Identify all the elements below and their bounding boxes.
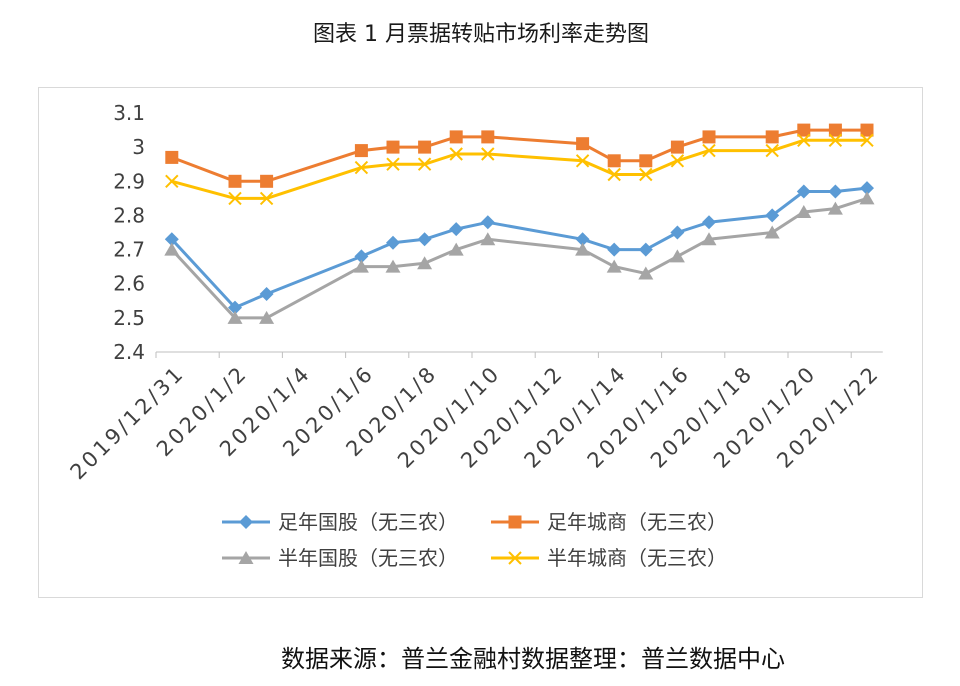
y-tick-label: 2.7	[113, 238, 145, 262]
legend-marker	[508, 515, 522, 529]
series-1-point	[449, 222, 464, 237]
series-1-point	[860, 181, 874, 196]
chart-title: 图表 1 月票据转贴市场利率走势图	[313, 22, 649, 47]
series-1-point	[828, 184, 843, 199]
series-2-point	[765, 130, 779, 144]
legend-item: 半年城商（无三农）	[491, 546, 727, 570]
series-1-point	[796, 184, 811, 199]
series-4-point	[765, 143, 779, 158]
y-tick-label: 3	[132, 135, 145, 159]
series-4-point	[228, 191, 242, 206]
series-2-point	[354, 144, 368, 158]
legend-label: 半年国股（无三农）	[278, 546, 458, 570]
series-3-point	[606, 259, 622, 273]
legend-marker	[508, 551, 522, 565]
series-1-point	[638, 242, 653, 257]
series-1-point	[386, 235, 400, 250]
series-4-point	[670, 154, 685, 168]
series-3-point	[164, 242, 180, 256]
series-2-point	[449, 130, 463, 144]
series-4-point	[860, 133, 874, 148]
series-2-point	[607, 154, 621, 168]
source-note: 数据来源：普兰金融村数据整理：普兰数据中心	[281, 645, 785, 673]
series-1-point	[259, 287, 274, 301]
y-tick-label: 2.6	[113, 272, 145, 296]
series-2-point	[418, 140, 432, 154]
series-2-point	[576, 137, 590, 151]
series-2-point	[228, 174, 242, 188]
series-3-point	[701, 232, 717, 246]
legend-label: 足年国股（无三农）	[278, 510, 458, 534]
series-1-point	[670, 225, 685, 240]
legend-label: 足年城商（无三农）	[547, 510, 727, 534]
series-2-point	[828, 123, 842, 137]
series-3-point	[638, 266, 654, 280]
series-1-point	[765, 208, 780, 223]
legend-item: 足年国股（无三农）	[222, 510, 458, 534]
series-3-point	[417, 256, 433, 270]
series-2-point	[165, 150, 179, 164]
series-2-point	[860, 123, 874, 137]
series-2-point	[481, 130, 495, 144]
series-1-point	[164, 232, 179, 247]
series-3	[164, 191, 875, 324]
series-4-point	[165, 174, 179, 189]
series-3-point	[385, 259, 401, 273]
series-1-point	[607, 242, 622, 257]
plot-series	[164, 123, 875, 324]
legend-item: 足年城商（无三农）	[491, 510, 727, 534]
series-3-point	[227, 310, 243, 324]
y-tick-label: 2.5	[113, 306, 145, 330]
series-2	[165, 123, 874, 188]
series-3-point	[827, 201, 843, 215]
series-4-point	[449, 147, 463, 161]
legend: 足年国股（无三农） 足年城商（无三农） 半年国股（无三农） 半年城商（无三农）	[222, 510, 727, 570]
series-1-point	[354, 249, 369, 264]
series-4-point	[639, 167, 653, 182]
series-4-point	[797, 133, 811, 148]
series-3-point	[259, 310, 275, 324]
series-1	[164, 181, 874, 315]
legend-label: 半年城商（无三农）	[547, 546, 727, 570]
series-3-point	[448, 242, 464, 256]
series-4-point	[575, 154, 590, 168]
series-4-point	[828, 133, 843, 148]
series-1-point	[575, 232, 590, 247]
series-2-point	[702, 130, 716, 144]
series-2-point	[797, 123, 811, 137]
series-3-point	[480, 232, 496, 246]
series-2-point	[386, 140, 400, 154]
chart-frame	[38, 87, 923, 598]
series-2-point	[670, 140, 684, 154]
series-3-point	[353, 259, 369, 273]
series-1-point	[228, 300, 242, 315]
legend-item: 半年国股（无三农）	[222, 546, 458, 570]
y-tick-label: 2.8	[113, 203, 145, 227]
series-4-point	[417, 157, 432, 171]
legend-marker	[238, 551, 254, 564]
series-4-point	[259, 191, 274, 206]
series-3-point	[575, 242, 591, 256]
series-2-point	[639, 154, 653, 168]
series-4-point	[607, 167, 621, 182]
series-4-point	[354, 160, 369, 175]
series-1-point	[417, 232, 432, 247]
series-4-point	[702, 143, 716, 158]
y-tick-label: 3.1	[113, 101, 145, 125]
series-1-point	[702, 215, 716, 230]
series-3-point	[796, 205, 812, 218]
series-4	[165, 133, 874, 206]
y-axis: 2.4 2.5 2.6 2.7 2.8 2.9 3 3.1	[113, 101, 145, 364]
series-4-point	[386, 157, 400, 171]
series-1-point	[480, 215, 495, 230]
series-3-point	[764, 225, 780, 239]
series-3-point	[669, 249, 685, 263]
legend-marker	[239, 515, 253, 529]
y-tick-label: 2.4	[113, 340, 145, 364]
series-2-point	[260, 174, 274, 188]
series-3-point	[859, 191, 875, 205]
series-4-point	[481, 147, 495, 161]
y-tick-label: 2.9	[113, 169, 145, 193]
